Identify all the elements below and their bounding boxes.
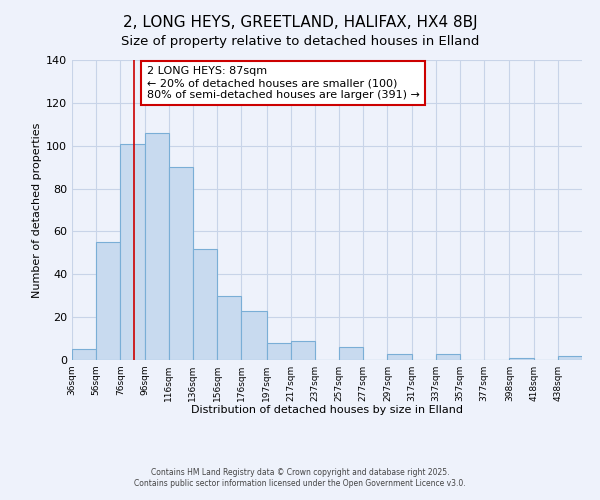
- Bar: [436, 354, 460, 360]
- Bar: [96, 242, 121, 360]
- Bar: [217, 296, 241, 360]
- Bar: [145, 133, 169, 360]
- Bar: [266, 343, 291, 360]
- Bar: [509, 358, 533, 360]
- Text: Contains HM Land Registry data © Crown copyright and database right 2025.
Contai: Contains HM Land Registry data © Crown c…: [134, 468, 466, 487]
- Bar: [291, 340, 315, 360]
- Bar: [558, 356, 582, 360]
- Bar: [121, 144, 145, 360]
- Text: 2 LONG HEYS: 87sqm
← 20% of detached houses are smaller (100)
80% of semi-detach: 2 LONG HEYS: 87sqm ← 20% of detached hou…: [147, 66, 420, 100]
- Y-axis label: Number of detached properties: Number of detached properties: [32, 122, 42, 298]
- X-axis label: Distribution of detached houses by size in Elland: Distribution of detached houses by size …: [191, 406, 463, 415]
- Bar: [339, 347, 363, 360]
- Text: Size of property relative to detached houses in Elland: Size of property relative to detached ho…: [121, 35, 479, 48]
- Bar: [241, 310, 266, 360]
- Bar: [169, 167, 193, 360]
- Bar: [193, 248, 217, 360]
- Bar: [72, 350, 96, 360]
- Text: 2, LONG HEYS, GREETLAND, HALIFAX, HX4 8BJ: 2, LONG HEYS, GREETLAND, HALIFAX, HX4 8B…: [122, 15, 478, 30]
- Bar: [388, 354, 412, 360]
